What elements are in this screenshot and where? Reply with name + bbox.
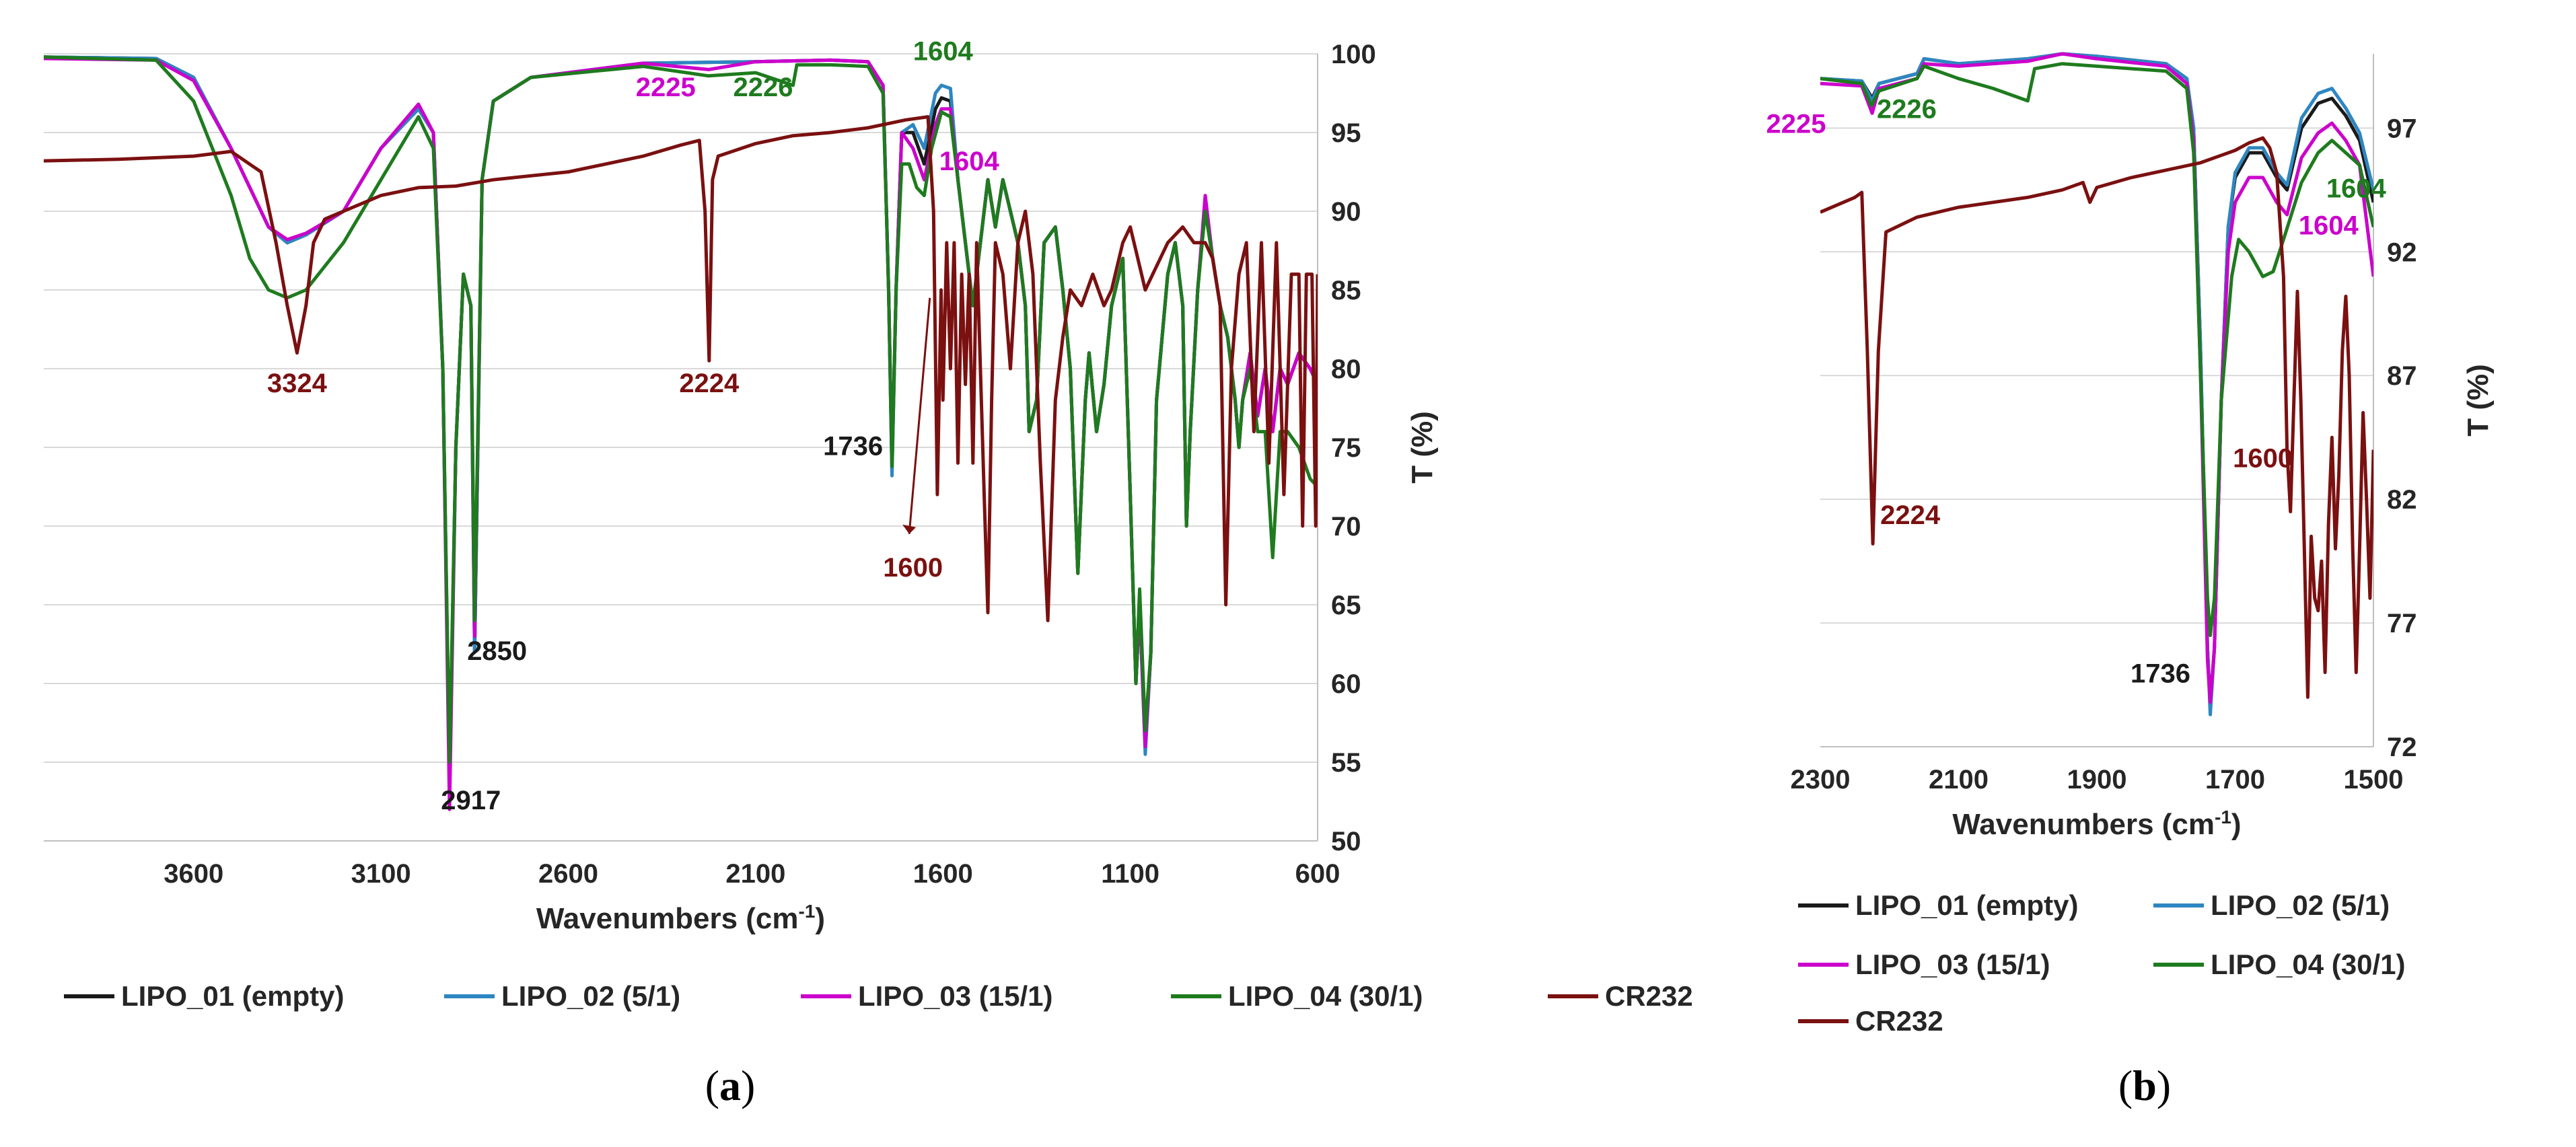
x-tick-label: 600	[1295, 859, 1340, 889]
y-axis-label: T (%)	[2462, 364, 2495, 437]
y-tick-label: 87	[2387, 361, 2417, 391]
x-tick-label: 1600	[913, 859, 973, 889]
peak-annotation: 1736	[823, 432, 883, 461]
y-tick-label: 70	[1331, 512, 1361, 542]
legend-label: CR232	[1605, 980, 1693, 1012]
peak-annotation: 2226	[733, 73, 793, 102]
x-axis-label: Wavenumbers (cm-1)	[536, 901, 825, 935]
legend-item: LIPO_03 (15/1)	[1798, 949, 2050, 980]
x-tick-label: 2300	[1791, 765, 1851, 794]
peak-annotation: 2225	[636, 73, 696, 102]
y-tick-label: 50	[1331, 827, 1361, 856]
legend-item: LIPO_01 (empty)	[64, 980, 344, 1012]
y-tick-label: 60	[1331, 669, 1361, 699]
x-tick-label: 1900	[2067, 765, 2127, 794]
peak-annotation: 2224	[679, 369, 740, 398]
legend-label: CR232	[1855, 1005, 1943, 1037]
y-tick-label: 85	[1331, 276, 1361, 305]
panel-a-legend: LIPO_01 (empty) LIPO_02 (5/1) LIPO_03 (15/…	[64, 980, 1693, 1012]
panel-a-chart: 50 55 60 65 70 75 80 85 90 95 100 3600 3100 2600 2100 1…	[44, 36, 1439, 935]
legend-item: CR232	[1548, 980, 1693, 1012]
y-tick-label: 72	[2387, 733, 2417, 762]
peak-annotation: 2917	[441, 786, 501, 815]
peak-annotation: 1604	[939, 147, 1000, 176]
legend-label: LIPO_04 (30/1)	[2211, 949, 2405, 980]
y-tick-label: 55	[1331, 748, 1361, 778]
legend-item: LIPO_04 (30/1)	[2153, 949, 2405, 980]
panel-b-label: (b)	[2118, 1062, 2171, 1109]
peak-annotation: 1604	[913, 36, 974, 66]
x-axis-label: Wavenumbers (cm-1)	[1952, 807, 2241, 841]
panel-b-legend: LIPO_01 (empty) LIPO_02 (5/1) LIPO_03 (15/…	[1798, 889, 2405, 1037]
peak-annotation: 1736	[2131, 659, 2190, 688]
peak-annotation: 2850	[467, 636, 527, 666]
x-tick-label: 2100	[1929, 765, 1989, 794]
annotation-arrowhead	[902, 524, 917, 534]
series-line-2	[44, 57, 1318, 811]
y-tick-label: 65	[1331, 591, 1361, 620]
series-line-3	[1820, 62, 2373, 637]
y-tick-label: 95	[1331, 118, 1361, 148]
x-tick-label: 3100	[351, 859, 411, 889]
peak-annotation: 1604	[2326, 174, 2387, 203]
legend-item: LIPO_02 (5/1)	[444, 980, 680, 1012]
legend-item: LIPO_04 (30/1)	[1171, 980, 1423, 1012]
y-tick-label: 77	[2387, 609, 2417, 638]
legend-label: LIPO_04 (30/1)	[1228, 980, 1423, 1012]
y-tick-label: 80	[1331, 355, 1361, 384]
y-tick-label: 90	[1331, 197, 1361, 227]
x-tick-label: 2600	[538, 859, 598, 889]
x-tick-label: 1100	[1101, 859, 1159, 889]
series-line-3	[44, 55, 1318, 764]
y-tick-label: 92	[2387, 237, 2417, 267]
legend-item: CR232	[1798, 1005, 1943, 1037]
series-line-2	[1820, 52, 2373, 704]
peak-annotation: 3324	[267, 369, 328, 398]
legend-item: LIPO_01 (empty)	[1798, 889, 2078, 921]
peak-annotation: 2225	[1766, 110, 1826, 139]
x-tick-label: 1700	[2205, 765, 2265, 794]
annotation-arrow	[908, 297, 931, 534]
y-axis-label: T (%)	[1406, 411, 1439, 484]
legend-label: LIPO_03 (15/1)	[1855, 949, 2050, 980]
series-line-0	[1820, 52, 2373, 709]
legend-label: LIPO_01 (empty)	[121, 980, 344, 1012]
legend-item: LIPO_03 (15/1)	[801, 980, 1052, 1012]
peak-annotation: 2226	[1877, 95, 1937, 124]
y-tick-label: 97	[2387, 114, 2417, 143]
peak-annotation: 2224	[1880, 501, 1941, 530]
y-tick-label: 82	[2387, 485, 2417, 515]
panel-a-label: (a)	[705, 1062, 756, 1109]
panel-b-chart: 72 77 82 87 92 97 2300 2100 1900 1700 1500 Wavenumb…	[1766, 52, 2495, 841]
x-tick-label: 3600	[164, 859, 223, 889]
legend-item: LIPO_02 (5/1)	[2153, 889, 2390, 921]
x-tick-label: 2100	[725, 859, 785, 889]
peak-annotation: 1600	[2233, 443, 2293, 473]
legend-label: LIPO_02 (5/1)	[2211, 889, 2390, 921]
y-tick-label: 75	[1331, 433, 1361, 463]
y-tick-label: 100	[1331, 40, 1376, 69]
peak-annotation: 1604	[2299, 211, 2359, 241]
peak-annotation: 1600	[883, 553, 943, 583]
series-line-4	[1820, 136, 2373, 699]
legend-label: LIPO_02 (5/1)	[501, 980, 680, 1012]
x-tick-label: 1500	[2344, 765, 2404, 794]
legend-label: LIPO_03 (15/1)	[858, 980, 1052, 1012]
series-line-1	[1820, 52, 2373, 716]
series-line-4	[44, 115, 1318, 622]
legend-label: LIPO_01 (empty)	[1855, 889, 2078, 921]
